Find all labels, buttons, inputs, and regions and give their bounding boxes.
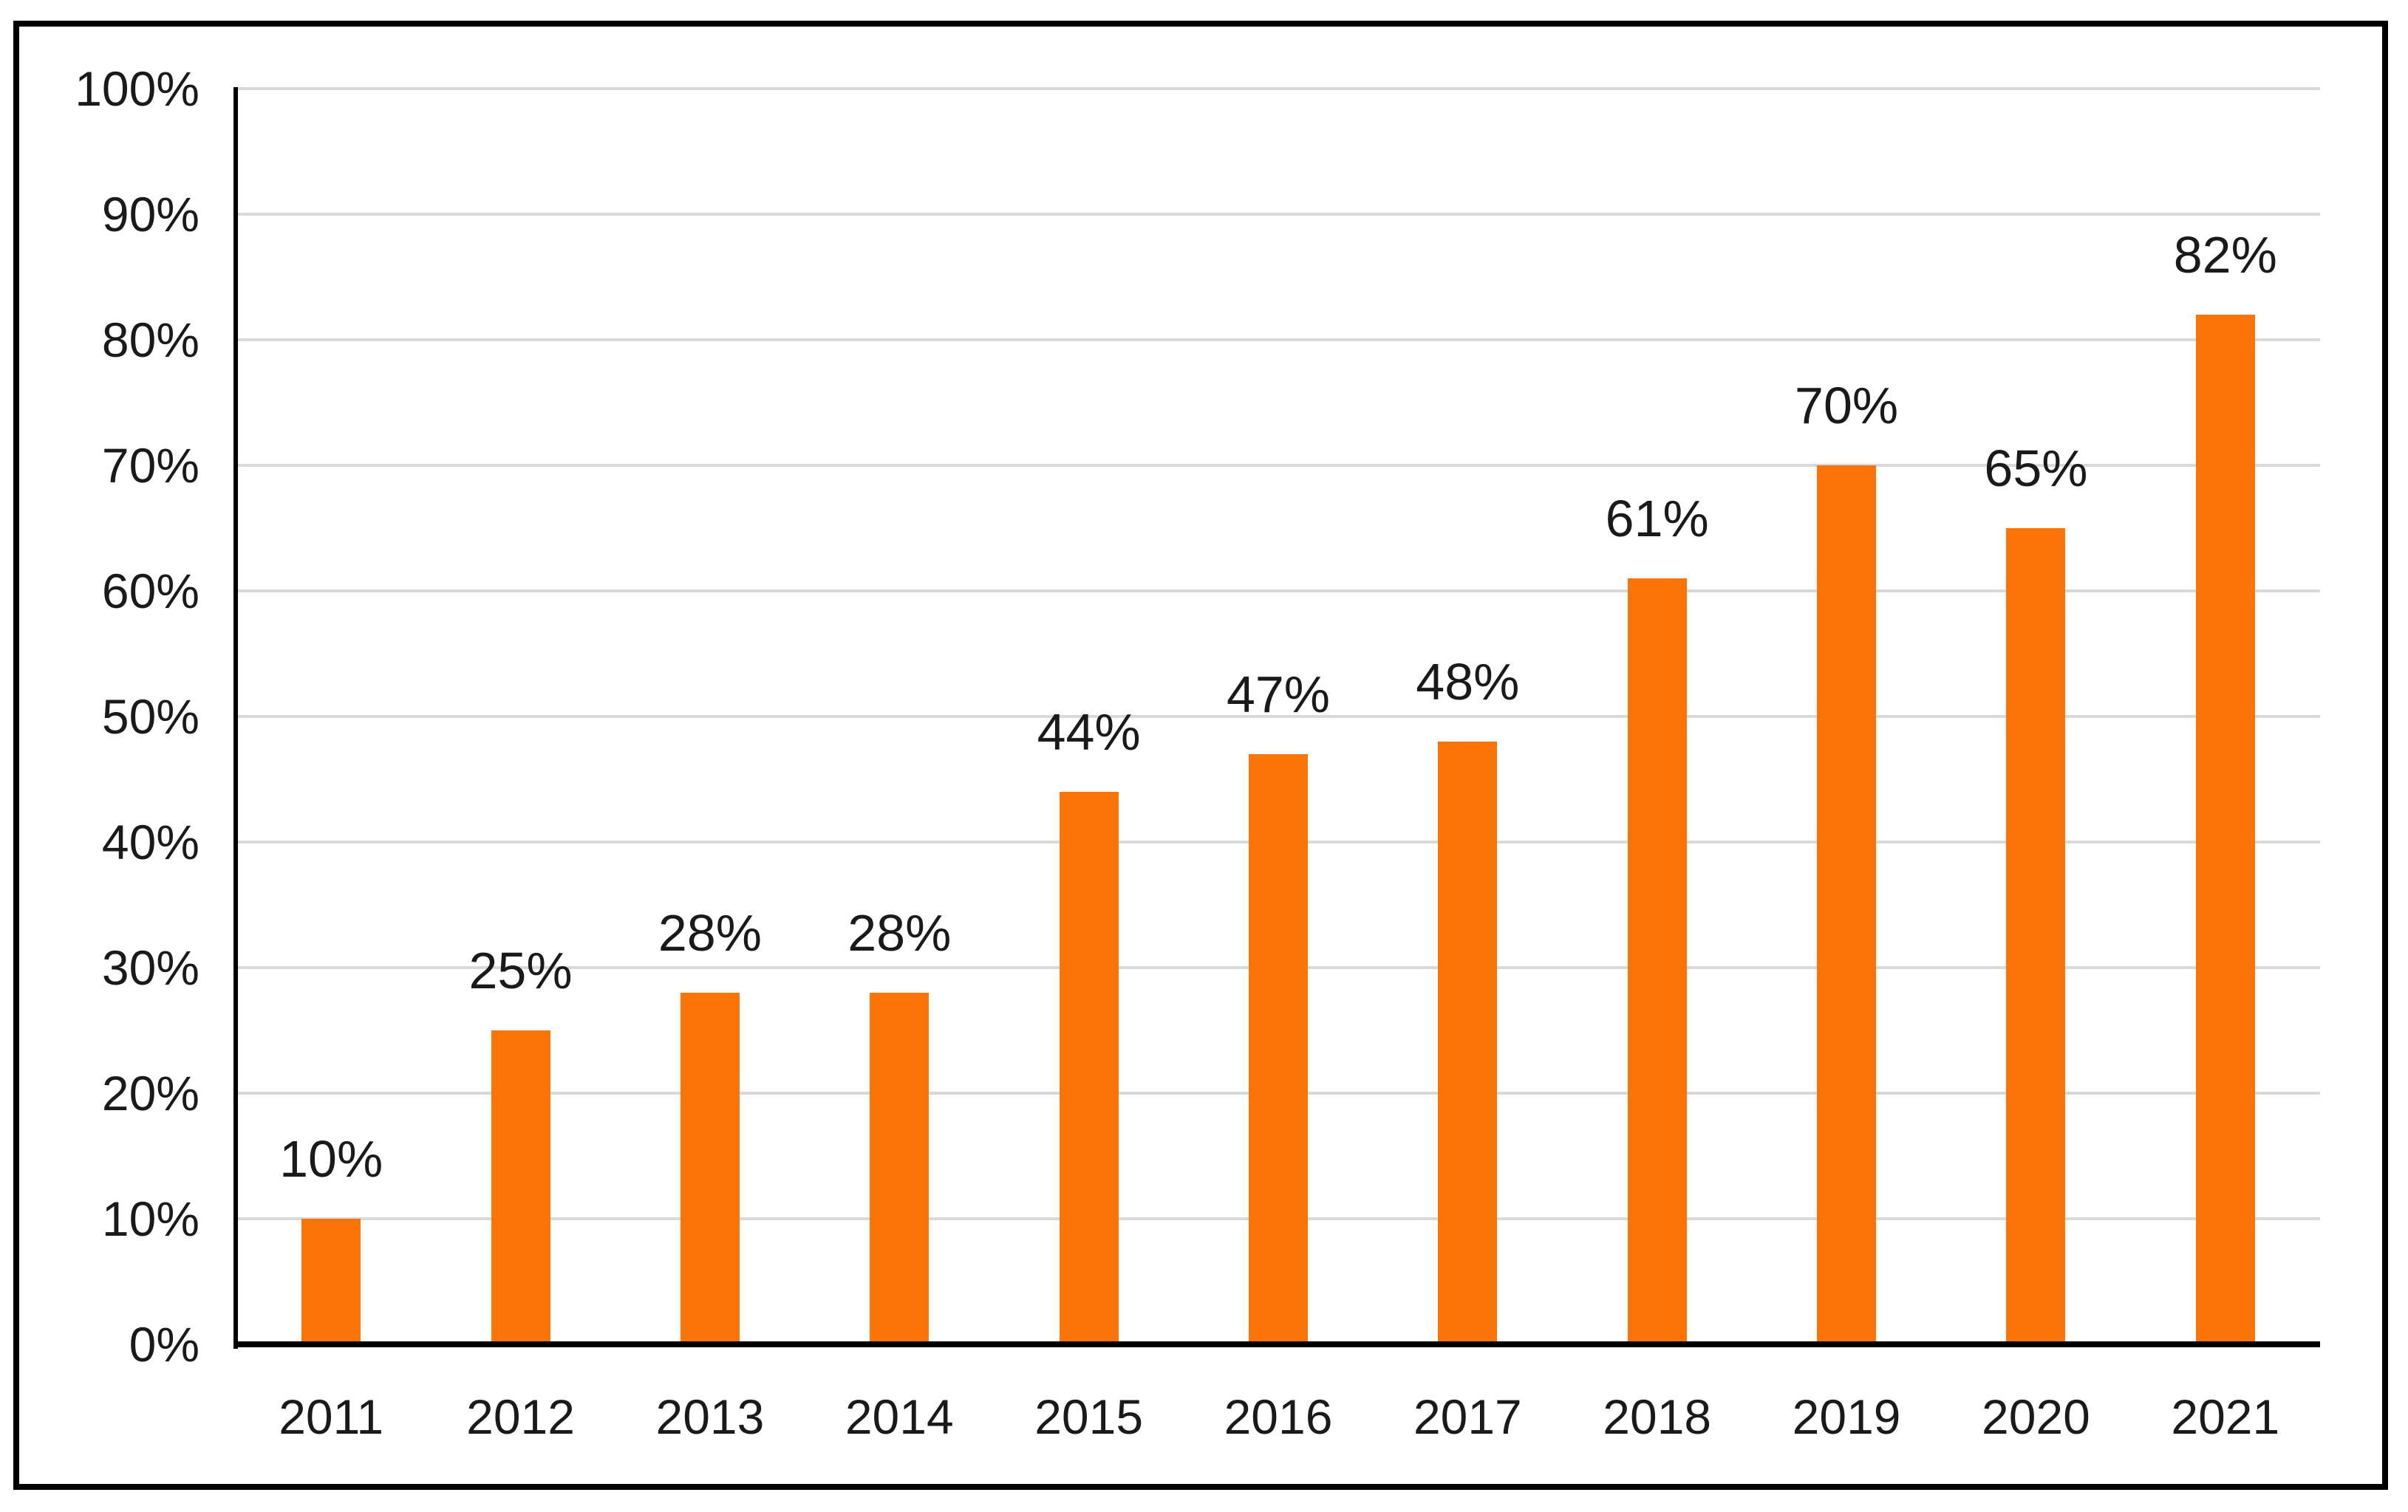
x-tick-label-2017: 2017 [1413, 1389, 1522, 1444]
gridline-50% [236, 715, 2320, 718]
bar-2011 [301, 1219, 361, 1344]
bar-value-label-2016: 47% [1226, 666, 1331, 723]
y-axis-line [233, 87, 238, 1349]
x-tick-label-2020: 2020 [1982, 1389, 2090, 1444]
y-tick-label-10%: 10% [101, 1191, 199, 1246]
bar-2012 [491, 1030, 550, 1344]
y-tick-label-100%: 100% [75, 61, 199, 116]
bar-value-label-2013: 28% [658, 904, 762, 962]
y-tick-label-40%: 40% [101, 815, 199, 869]
gridline-90% [236, 213, 2320, 216]
y-tick-label-70%: 70% [101, 438, 199, 493]
gridline-80% [236, 338, 2320, 341]
bar-2019 [1817, 465, 1877, 1344]
bar-value-label-2020: 65% [1984, 439, 2088, 497]
x-tick-label-2015: 2015 [1034, 1389, 1144, 1444]
x-tick-label-2012: 2012 [466, 1389, 575, 1444]
x-tick-label-2014: 2014 [845, 1389, 954, 1444]
bar-value-label-2011: 10% [279, 1130, 383, 1188]
bar-2015 [1059, 792, 1119, 1344]
y-tick-label-90%: 90% [101, 187, 199, 242]
bar-2021 [2195, 315, 2255, 1344]
gridline-70% [236, 464, 2320, 467]
bar-2017 [1438, 742, 1498, 1344]
y-tick-label-0%: 0% [129, 1317, 199, 1372]
x-tick-label-2011: 2011 [279, 1389, 384, 1444]
bar-value-label-2012: 25% [468, 942, 573, 999]
x-axis-line [233, 1341, 2320, 1347]
bar-value-label-2021: 82% [2173, 226, 2277, 284]
chart-outer-border [13, 21, 2388, 1490]
bar-value-label-2018: 61% [1605, 490, 1709, 547]
bar-value-label-2017: 48% [1416, 653, 1520, 711]
gridline-100% [236, 87, 2320, 90]
y-tick-label-20%: 20% [101, 1066, 199, 1121]
y-tick-label-50%: 50% [101, 689, 199, 744]
bar-2020 [2006, 528, 2066, 1344]
x-tick-label-2013: 2013 [655, 1389, 765, 1444]
bar-2016 [1249, 754, 1308, 1344]
x-tick-label-2016: 2016 [1224, 1389, 1333, 1444]
y-tick-label-80%: 80% [101, 312, 199, 367]
bar-value-label-2014: 28% [847, 904, 952, 962]
bar-2018 [1627, 578, 1687, 1344]
y-tick-label-30%: 30% [101, 940, 199, 995]
bar-value-label-2015: 44% [1037, 703, 1141, 761]
x-tick-label-2019: 2019 [1792, 1389, 1901, 1444]
bar-value-label-2019: 70% [1795, 377, 1899, 434]
bar-2013 [680, 993, 740, 1344]
y-tick-label-60%: 60% [101, 564, 199, 618]
x-tick-label-2021: 2021 [2171, 1389, 2280, 1444]
bar-2014 [870, 993, 930, 1344]
x-tick-label-2018: 2018 [1603, 1389, 1712, 1444]
gridline-60% [236, 589, 2320, 592]
